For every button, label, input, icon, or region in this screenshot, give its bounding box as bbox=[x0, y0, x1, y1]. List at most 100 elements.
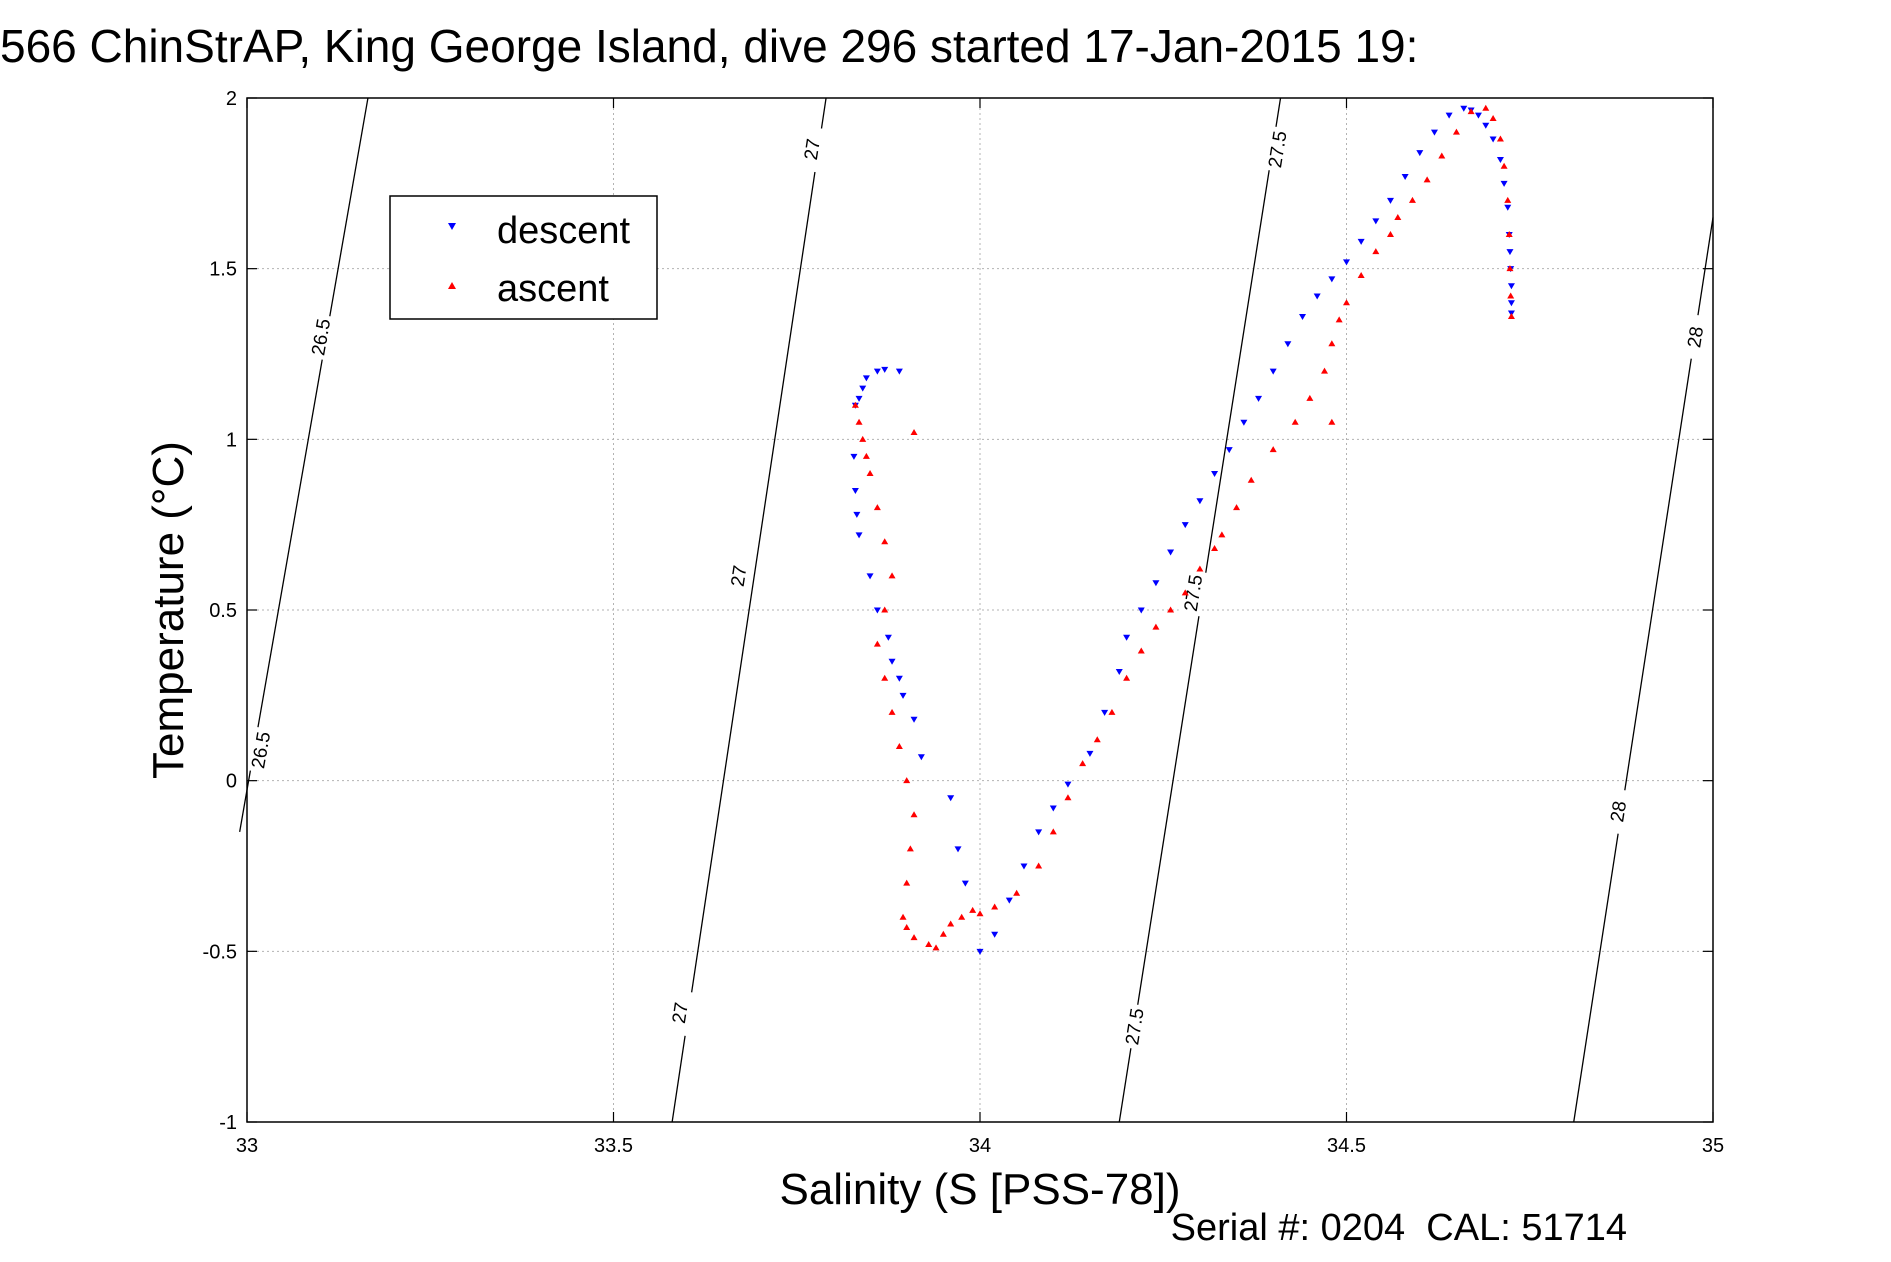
data-point-descent bbox=[1460, 105, 1468, 112]
data-point-descent bbox=[1123, 634, 1131, 641]
data-point-ascent bbox=[1507, 292, 1515, 299]
data-point-descent bbox=[1086, 750, 1094, 757]
data-point-ascent bbox=[862, 452, 870, 459]
data-point-ascent bbox=[1335, 316, 1343, 323]
data-point-descent bbox=[853, 511, 861, 518]
data-point-ascent bbox=[855, 418, 863, 425]
data-point-ascent bbox=[991, 903, 999, 910]
data-point-ascent bbox=[1167, 606, 1175, 613]
data-point-descent bbox=[1474, 112, 1482, 119]
data-point-descent bbox=[1181, 522, 1189, 529]
data-point-ascent bbox=[1394, 213, 1402, 220]
data-point-ascent bbox=[1013, 889, 1021, 896]
data-point-ascent bbox=[1211, 545, 1219, 552]
data-point-descent bbox=[862, 375, 870, 382]
data-point-ascent bbox=[881, 674, 889, 681]
contour-label-bg bbox=[723, 552, 753, 600]
contour-label: 27 bbox=[801, 137, 825, 161]
data-point-ascent bbox=[1137, 647, 1145, 654]
y-tick-label: 1.5 bbox=[209, 259, 237, 281]
data-point-ascent bbox=[888, 572, 896, 579]
data-point-ascent bbox=[899, 913, 907, 920]
y-tick-label: -0.5 bbox=[203, 941, 237, 963]
data-point-descent bbox=[850, 453, 858, 460]
data-point-descent bbox=[1504, 204, 1512, 211]
data-point-descent bbox=[1489, 136, 1497, 143]
data-point-ascent bbox=[1408, 196, 1416, 203]
data-point-descent bbox=[1049, 805, 1057, 812]
data-point-descent bbox=[1482, 122, 1490, 129]
data-point-ascent bbox=[1372, 248, 1380, 255]
data-point-descent bbox=[1416, 150, 1424, 157]
data-point-ascent bbox=[1049, 828, 1057, 835]
data-point-ascent bbox=[888, 708, 896, 715]
data-point-ascent bbox=[903, 777, 911, 784]
legend: descent ascent bbox=[389, 195, 658, 320]
y-tick-label: -1 bbox=[219, 1112, 237, 1134]
y-tick-label: 0 bbox=[226, 771, 237, 793]
data-point-descent bbox=[947, 795, 955, 802]
data-point-ascent bbox=[1108, 708, 1116, 715]
contour-label-bg bbox=[245, 726, 275, 774]
data-point-descent bbox=[1101, 709, 1109, 716]
data-point-ascent bbox=[1196, 565, 1204, 572]
data-point-descent bbox=[866, 573, 874, 580]
data-point-descent bbox=[1035, 829, 1043, 836]
data-point-descent bbox=[1507, 300, 1515, 307]
legend-descent-label: descent bbox=[497, 210, 631, 252]
data-point-descent bbox=[859, 385, 867, 392]
data-point-ascent bbox=[1504, 196, 1512, 203]
data-point-ascent bbox=[969, 906, 977, 913]
x-tick-label: 34.5 bbox=[1327, 1135, 1366, 1157]
data-point-descent bbox=[1196, 498, 1204, 505]
data-point-descent bbox=[1137, 607, 1145, 614]
data-point-ascent bbox=[947, 920, 955, 927]
data-point-descent bbox=[855, 395, 863, 402]
data-point-descent bbox=[1115, 668, 1123, 675]
data-point-descent bbox=[884, 634, 892, 641]
data-point-ascent bbox=[1247, 476, 1255, 483]
data-point-ascent bbox=[976, 910, 984, 917]
data-point-ascent bbox=[895, 743, 903, 750]
data-point-descent bbox=[1152, 580, 1160, 587]
data-point-ascent bbox=[1064, 794, 1072, 801]
data-point-descent bbox=[1328, 276, 1336, 283]
data-point-ascent bbox=[939, 930, 947, 937]
data-point-descent bbox=[888, 658, 896, 665]
x-tick-label: 35 bbox=[1702, 1135, 1724, 1157]
data-point-ascent bbox=[1079, 760, 1087, 767]
data-point-ascent bbox=[903, 879, 911, 886]
data-point-descent bbox=[1372, 218, 1380, 225]
data-point-ascent bbox=[925, 941, 933, 948]
data-point-ascent bbox=[1306, 394, 1314, 401]
data-point-descent bbox=[873, 607, 881, 614]
y-tick-label: 0.5 bbox=[209, 600, 237, 622]
data-point-ascent bbox=[1489, 114, 1497, 121]
data-point-descent bbox=[1500, 180, 1508, 187]
data-point-descent bbox=[881, 366, 889, 373]
data-point-ascent bbox=[1423, 176, 1431, 183]
data-point-ascent bbox=[1093, 736, 1101, 743]
contour-label: 27 bbox=[728, 564, 752, 588]
data-point-descent bbox=[1357, 238, 1365, 245]
data-point-ascent bbox=[1321, 367, 1329, 374]
data-point-descent bbox=[1445, 112, 1453, 119]
axis-ticks: 33 33.5 34 34.5 35 -1 -0.5 0 0.5 1 1.5 2 bbox=[203, 88, 1725, 1157]
data-point-descent bbox=[1507, 283, 1515, 290]
data-point-ascent bbox=[1452, 128, 1460, 135]
data-point-descent bbox=[1506, 249, 1514, 256]
data-point-ascent bbox=[1505, 231, 1513, 238]
data-point-descent bbox=[917, 754, 925, 761]
contour-label: 28 bbox=[1607, 800, 1631, 824]
data-point-descent bbox=[1211, 470, 1219, 477]
data-point-ascent bbox=[1152, 623, 1160, 630]
contour-line-28 bbox=[1573, 217, 1714, 1123]
footer-serial-cal: Serial #: 0204 CAL: 51714 bbox=[1171, 1207, 1627, 1249]
data-point-descent bbox=[1401, 174, 1409, 181]
y-tick-label: 2 bbox=[226, 88, 237, 110]
y-tick-label: 1 bbox=[226, 429, 237, 451]
data-point-descent bbox=[1496, 156, 1504, 163]
data-point-descent bbox=[895, 368, 903, 375]
data-point-ascent bbox=[873, 640, 881, 647]
